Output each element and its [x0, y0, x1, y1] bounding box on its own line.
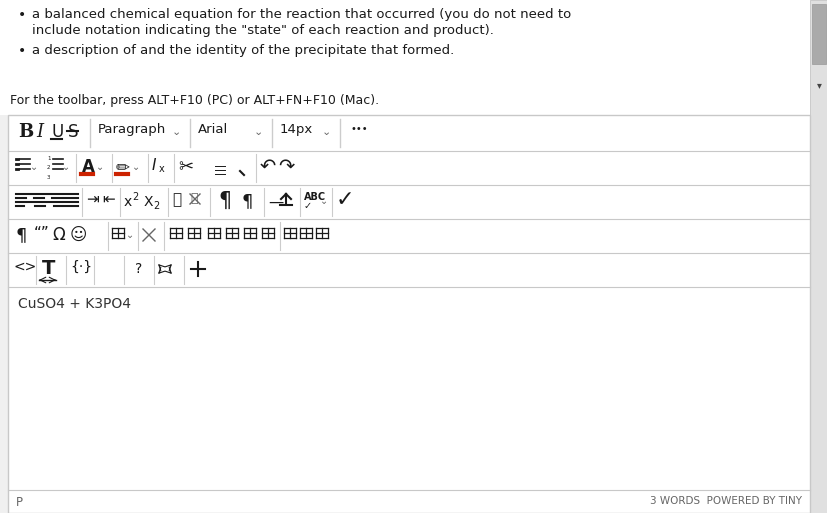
Text: ✓: ✓ [304, 201, 312, 211]
Text: I: I [36, 123, 43, 141]
Polygon shape [88, 226, 98, 242]
Text: ⌄: ⌄ [322, 127, 331, 137]
Text: ⌄: ⌄ [254, 127, 263, 137]
Text: •••: ••• [351, 124, 368, 134]
Text: ¶: ¶ [218, 191, 231, 211]
Text: ⌄: ⌄ [172, 127, 181, 137]
Text: 🔗: 🔗 [172, 192, 181, 207]
Text: ⇤: ⇤ [102, 192, 115, 207]
Text: Paragraph: Paragraph [98, 123, 166, 136]
Text: x: x [124, 195, 132, 209]
Text: ↷: ↷ [278, 157, 294, 176]
Text: P: P [16, 496, 23, 509]
Bar [197, 158, 205, 163]
Text: ☺: ☺ [70, 226, 88, 244]
Bar [8, 490, 809, 513]
Text: ABC: ABC [304, 192, 326, 202]
Text: ✂: ✂ [178, 158, 193, 176]
Text: ▾: ▾ [815, 80, 820, 90]
Text: 1
2
3: 1 2 3 [47, 156, 50, 180]
Text: A: A [82, 158, 95, 176]
Text: ⌄: ⌄ [131, 162, 140, 172]
Text: ✓: ✓ [336, 190, 354, 210]
Text: T: T [42, 259, 55, 278]
Text: {·}: {·} [70, 260, 92, 274]
Text: ⌄: ⌄ [62, 162, 70, 172]
Text: •: • [18, 44, 26, 58]
Text: For the toolbar, press ALT+F10 (PC) or ALT+FN+F10 (Mac).: For the toolbar, press ALT+F10 (PC) or A… [10, 94, 379, 107]
Text: ?: ? [135, 262, 142, 276]
Text: B: B [18, 123, 33, 141]
Bar [346, 119, 378, 147]
Text: a description of and the identity of the precipitate that formed.: a description of and the identity of the… [32, 44, 454, 57]
Text: include notation indicating the "state" of each reaction and product).: include notation indicating the "state" … [32, 24, 493, 37]
Text: ⇥: ⇥ [86, 192, 98, 207]
Circle shape [104, 266, 112, 272]
Text: Ω: Ω [52, 226, 65, 244]
Text: ¶: ¶ [241, 192, 253, 210]
Bar [212, 161, 226, 177]
Text: ⌄: ⌄ [319, 196, 327, 206]
Text: S: S [68, 123, 79, 141]
Text: ✏: ✏ [116, 158, 130, 176]
Bar [212, 188, 237, 216]
Text: Arial: Arial [198, 123, 228, 136]
Bar [8, 287, 809, 490]
Text: X: X [144, 195, 153, 209]
Text: <>: <> [14, 260, 37, 274]
Text: ⌄: ⌄ [96, 162, 104, 172]
Text: ↶: ↶ [260, 157, 276, 176]
Text: x: x [159, 164, 165, 174]
Text: ¶: ¶ [16, 226, 27, 244]
Text: 🔗: 🔗 [189, 192, 198, 205]
Text: a balanced chemical equation for the reaction that occurred (you do not need to: a balanced chemical equation for the rea… [32, 8, 571, 21]
Text: CuSO4 + K3PO4: CuSO4 + K3PO4 [18, 297, 131, 311]
Text: •: • [18, 8, 26, 22]
Bar [0, 0, 809, 115]
Text: 2: 2 [131, 192, 138, 202]
Bar [215, 158, 222, 163]
Text: ⌄: ⌄ [30, 162, 38, 172]
Text: ⌄: ⌄ [126, 230, 134, 240]
Text: 3 WORDS  POWERED BY TINY: 3 WORDS POWERED BY TINY [649, 496, 801, 506]
Text: I: I [152, 158, 156, 173]
Bar [141, 228, 155, 242]
Text: “”: “” [34, 226, 50, 241]
Bar [811, 4, 825, 64]
Text: U: U [52, 123, 65, 141]
Text: 2: 2 [153, 201, 159, 211]
Bar [194, 161, 208, 177]
Bar [8, 115, 809, 513]
Text: 14px: 14px [280, 123, 313, 136]
Text: —: — [268, 195, 283, 210]
Bar [809, 0, 827, 513]
